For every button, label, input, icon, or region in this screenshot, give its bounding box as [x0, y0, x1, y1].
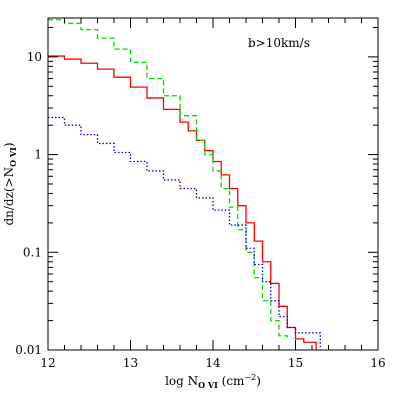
y-axis-label: dn/dz(>NO VI)	[2, 142, 18, 225]
x-tick-label: 14	[205, 356, 221, 370]
tick-labels: 12 13 14 15 16 0.01 0.1 1 10	[15, 50, 385, 370]
series-layer	[48, 19, 321, 350]
series-line-dashed	[48, 19, 288, 339]
y-tick-label: 0.1	[23, 245, 42, 259]
x-tick-label: 15	[288, 356, 303, 370]
x-tick-label: 12	[40, 356, 55, 370]
y-tick-label: 1	[34, 148, 42, 162]
y-tick-label: 10	[27, 50, 42, 64]
x-tick-label: 16	[370, 356, 385, 370]
series-line-solid	[48, 55, 317, 350]
x-axis-label: log NO VI (cm−2)	[165, 373, 261, 390]
x-tick-label: 13	[123, 356, 138, 370]
y-tick-label: 0.01	[15, 343, 42, 357]
ticks-layer	[47, 18, 379, 351]
annotation-label: b>10km/s	[248, 36, 310, 50]
series-line-dotted	[48, 116, 321, 350]
plot-frame	[47, 17, 379, 351]
